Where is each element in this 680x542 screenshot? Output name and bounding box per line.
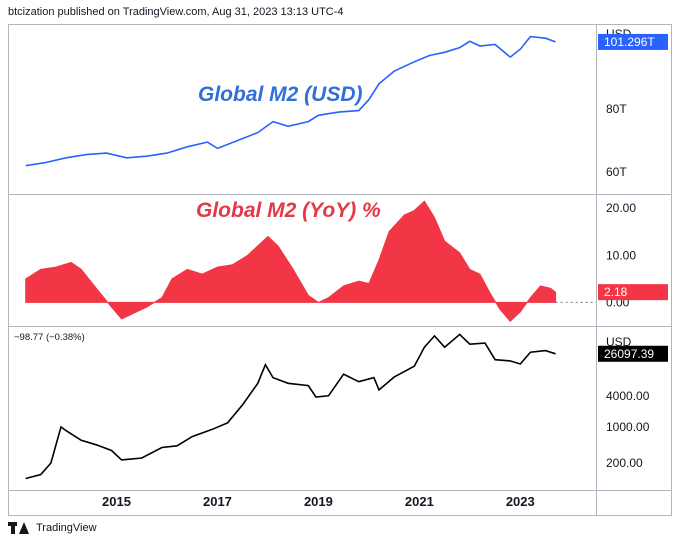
yoy-area (25, 200, 557, 323)
m2-y-tick-label: 80T (606, 102, 627, 116)
chart-canvas[interactable]: USD 80T 60T 101.296T Global M2 (USD) 20.00 10.… (8, 24, 672, 516)
footer-brand: TradingView (36, 522, 97, 534)
x-tick-label: 2015 (102, 494, 131, 509)
btc-change-readout: −98.77 (−0.38%) (14, 332, 85, 343)
chart-border (8, 24, 672, 516)
x-tick-label: 2023 (506, 494, 535, 509)
m2-usd-title: Global M2 (USD) (198, 83, 363, 106)
publisher-attribution: btcization published on TradingView.com,… (8, 6, 344, 18)
m2-last-value-label: 101.296T (604, 35, 655, 49)
m2-last-value-label-bg (598, 33, 668, 50)
yoy-last-value-label-bg (598, 284, 668, 301)
btc-y-tick-label: 1000.00 (606, 420, 650, 434)
btc-y-tick-label: 4000.00 (606, 389, 650, 403)
x-tick-label: 2017 (203, 494, 232, 509)
m2-usd-line (25, 35, 556, 167)
btc-y-tick-label: 200.00 (606, 456, 643, 470)
yoy-title: Global M2 (YoY) % (196, 199, 381, 222)
tradingview-logo-icon (8, 522, 30, 534)
btc-axis-unit: USD (606, 335, 632, 349)
yoy-last-value-label: 2.18 (604, 285, 628, 299)
yoy-y-tick-label: 20.00 (606, 201, 636, 215)
x-tick-label: 2019 (304, 494, 333, 509)
btc-price-line (25, 333, 556, 480)
yoy-y-tick-label: 10.00 (606, 248, 636, 262)
chart-container[interactable]: USD 80T 60T 101.296T Global M2 (USD) 20.00 10.… (8, 24, 672, 516)
btc-last-value-label: 26097.39 (604, 347, 654, 361)
btc-last-value-label-bg (598, 345, 668, 362)
x-tick-label: 2021 (405, 494, 434, 509)
m2-y-tick-label: 60T (606, 165, 627, 179)
footer[interactable]: TradingView (8, 522, 97, 534)
